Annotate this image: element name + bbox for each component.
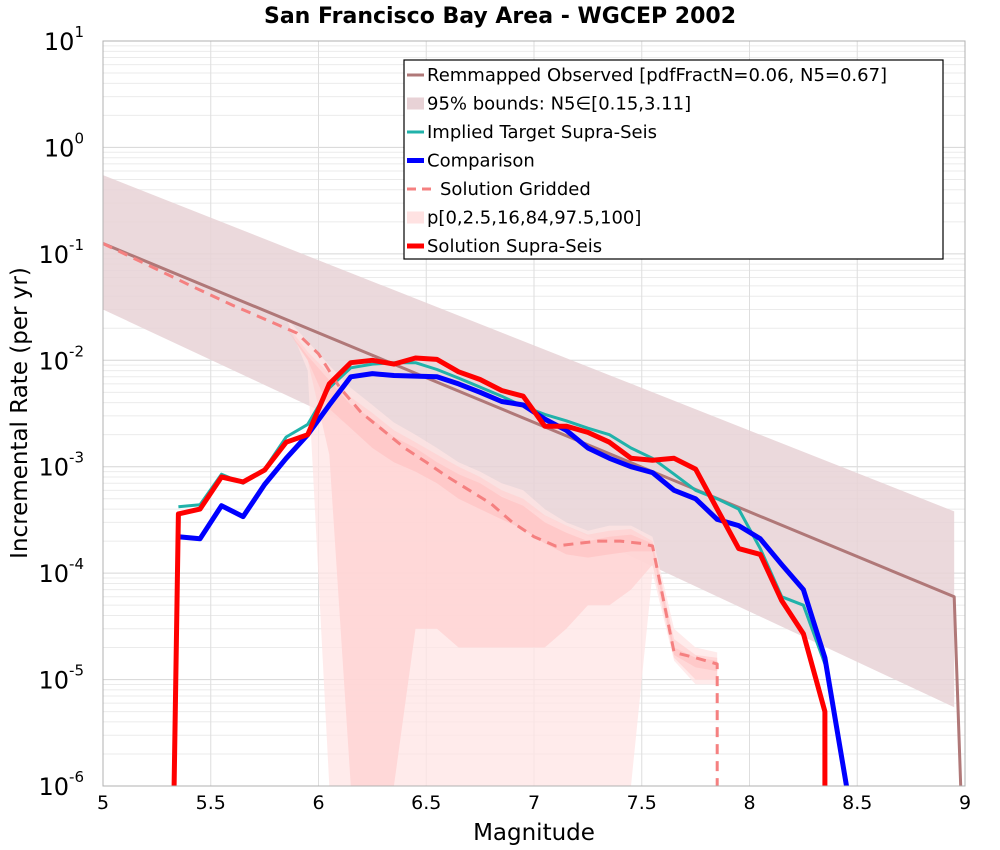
y-tick-label: 101 (44, 23, 84, 56)
y-tick-labels: 101 100 10-1 10-2 10-3 10-4 10-5 10-6 (38, 23, 84, 801)
chart-title: San Francisco Bay Area - WGCEP 2002 (264, 4, 736, 29)
x-tick-label: 5 (97, 792, 109, 814)
y-tick-label: 100 (44, 129, 84, 162)
y-tick-label: 10-4 (38, 555, 84, 588)
legend-swatch (407, 211, 424, 224)
x-tick-label: 9 (959, 792, 971, 814)
x-tick-label: 8.5 (842, 792, 872, 814)
y-axis-label: Incremental Rate (per yr) (7, 267, 33, 559)
series-layer (102, 242, 963, 787)
legend-label: Implied Target Supra-Seis (427, 122, 657, 143)
y-tick-label: 10-5 (38, 662, 84, 695)
x-tick-label: 8 (743, 792, 755, 814)
legend-label: 95% bounds: N5∈[0.15,3.11] (427, 94, 691, 115)
y-tick-label: 10-3 (38, 449, 84, 482)
series-line-3 (102, 242, 719, 786)
x-tick-label: 6 (312, 792, 324, 814)
legend-label: Solution Supra-Seis (427, 236, 602, 257)
bounds-band (103, 175, 955, 708)
y-tick-label: 10-2 (38, 342, 84, 375)
legend-label: Solution Gridded (440, 179, 591, 200)
legend-swatch (407, 97, 424, 110)
series-line-4 (171, 355, 828, 787)
x-axis-label: Magnitude (473, 820, 595, 846)
series-line-2 (178, 371, 849, 787)
y-tick-label: 10-6 (38, 768, 84, 801)
x-tick-label: 5.5 (196, 792, 226, 814)
legend-label: p[0,2.5,16,84,97.5,100] (427, 208, 641, 229)
y-tick-label: 10-1 (38, 236, 84, 269)
percentile-band-p16-84 (286, 328, 718, 672)
legend-box (403, 59, 944, 260)
x-tick-labels: 5 5.5 6 6.5 7 7.5 8 8.5 9 (97, 792, 971, 814)
plot-frame (102, 40, 966, 787)
x-tick-label: 7 (528, 792, 540, 814)
legend-label: Remmapped Observed [pdfFractN=0.06, N5=0… (427, 65, 887, 86)
x-tick-label: 7.5 (627, 792, 657, 814)
series-line-1 (178, 361, 827, 665)
legend: Remmapped Observed [pdfFractN=0.06, N5=0… (403, 59, 944, 260)
x-tick-label: 6.5 (411, 792, 441, 814)
legend-label: Comparison (427, 151, 535, 172)
